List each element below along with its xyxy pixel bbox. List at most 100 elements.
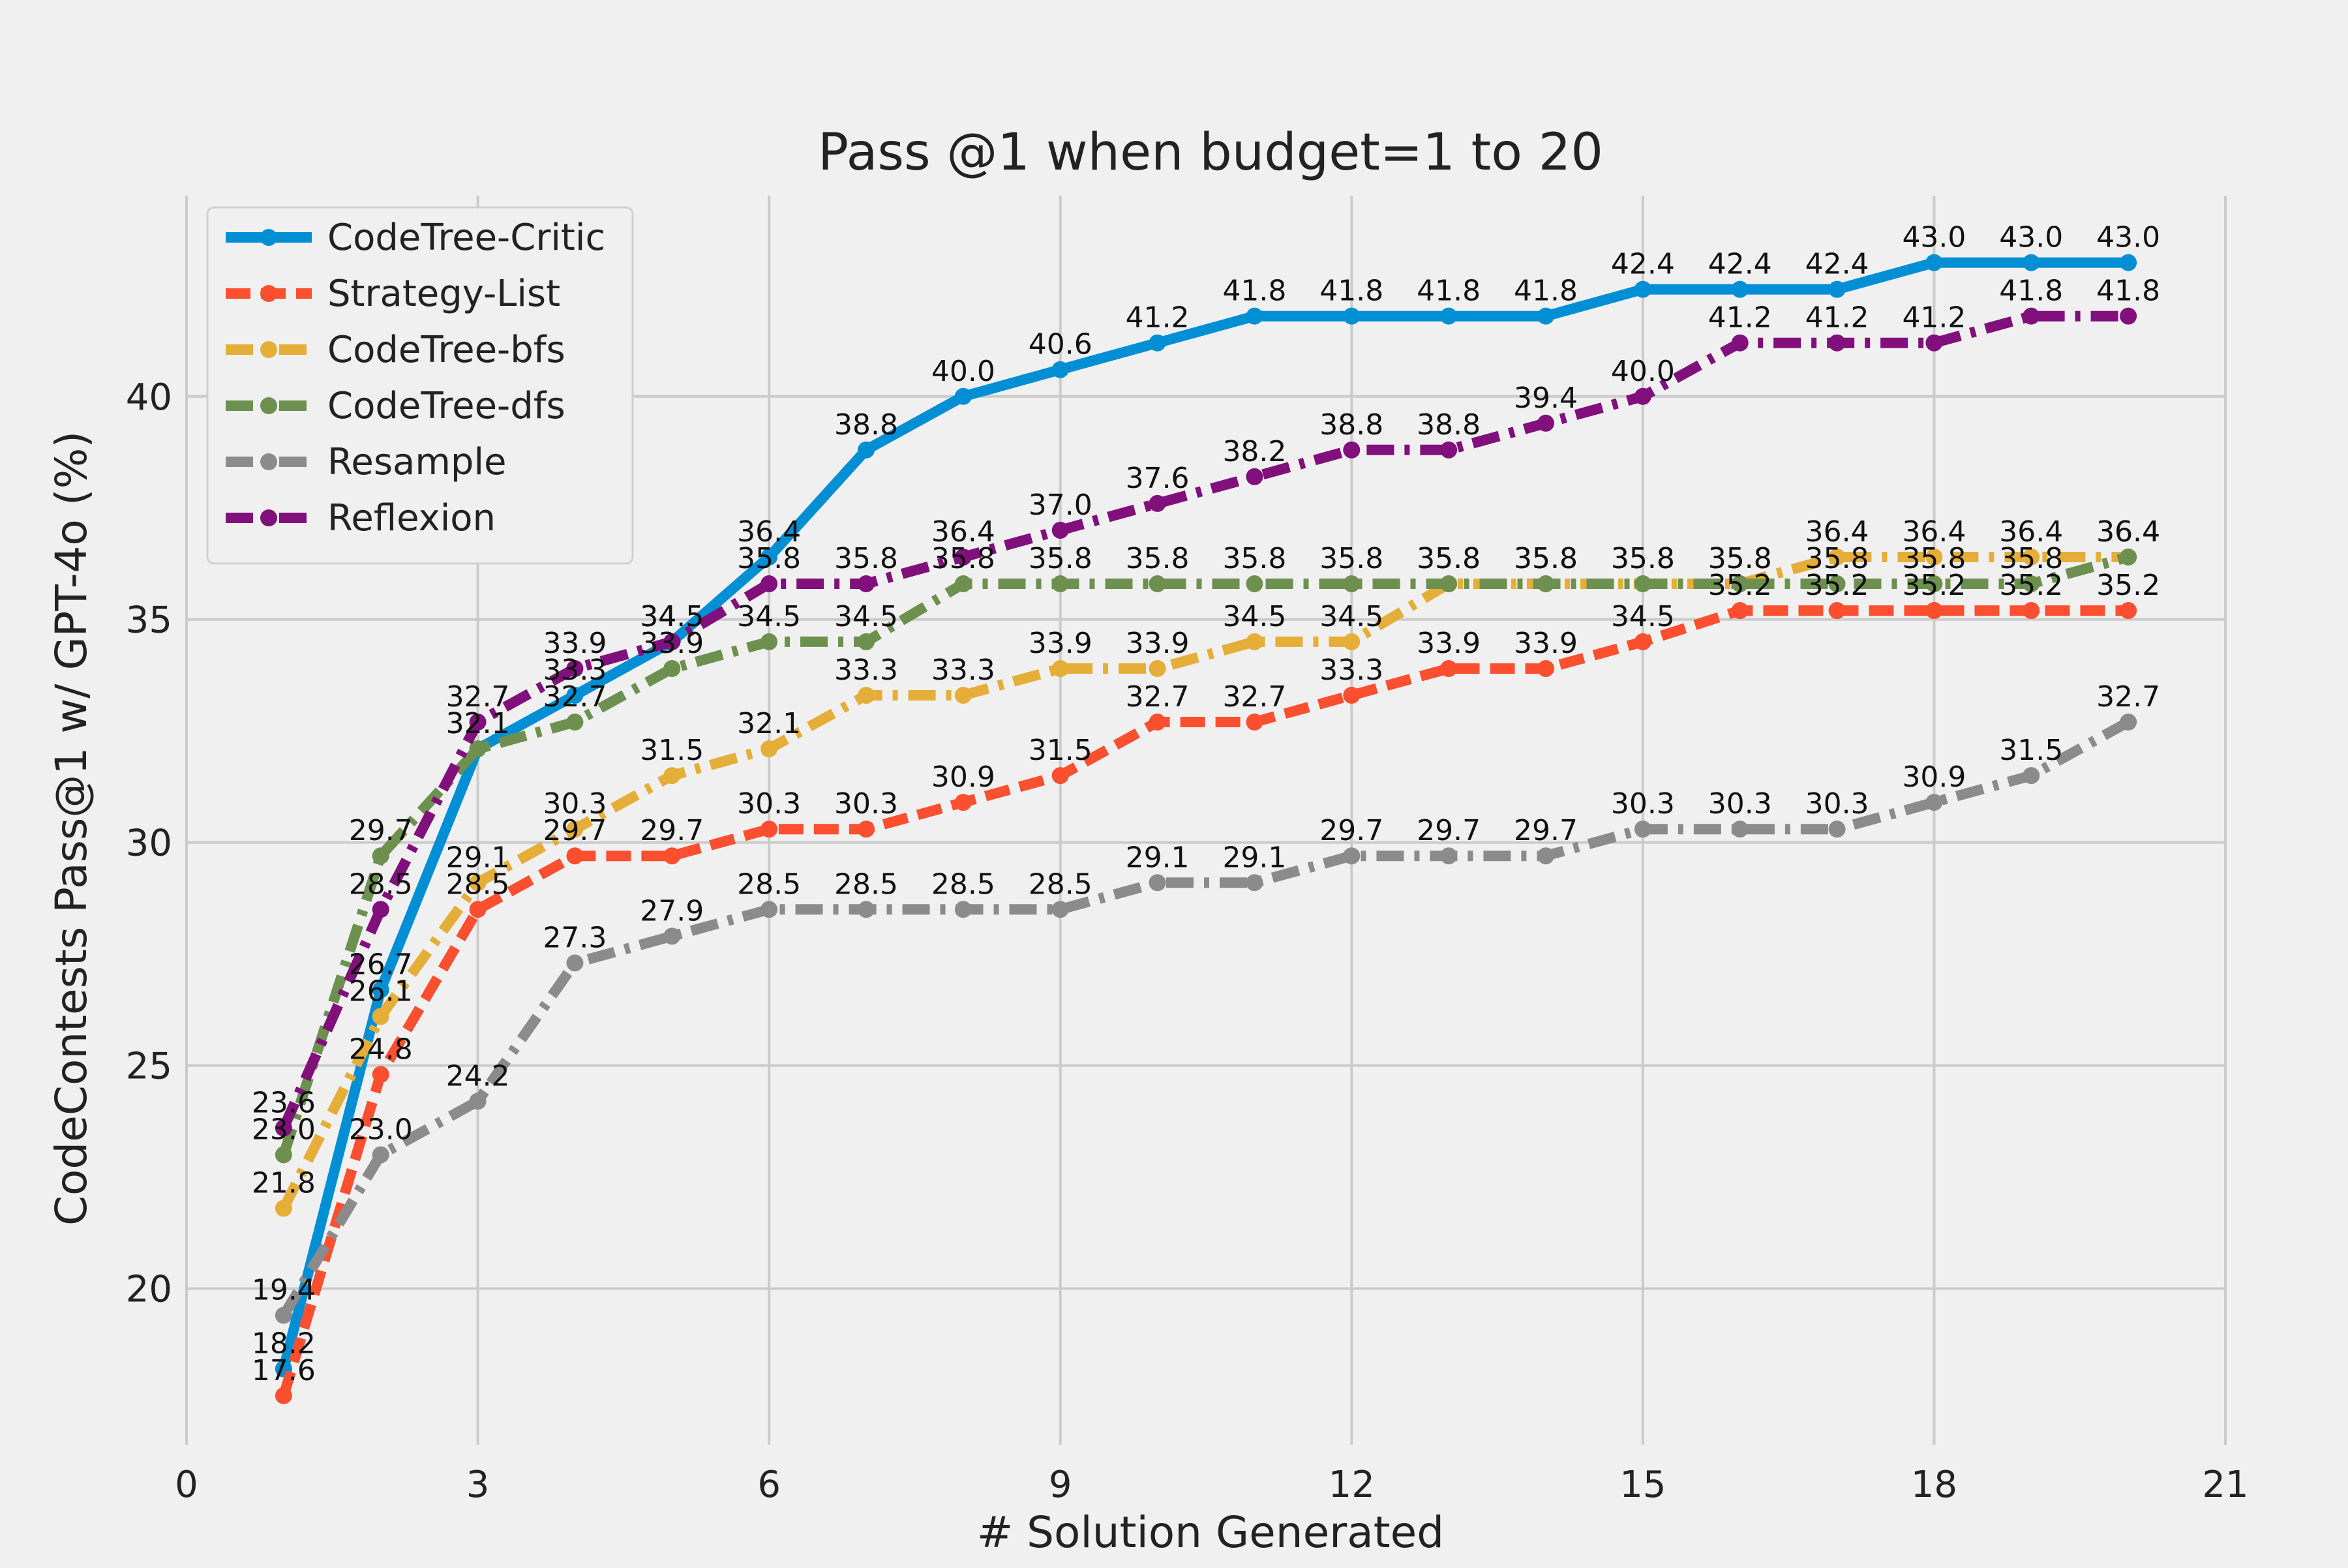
data-label: 23.6 xyxy=(252,1086,316,1119)
data-label: 31.5 xyxy=(640,734,704,767)
data-point xyxy=(1440,847,1458,865)
data-point xyxy=(858,575,875,593)
legend-marker xyxy=(260,453,277,470)
data-point xyxy=(858,901,875,918)
data-point xyxy=(1149,659,1166,677)
data-point xyxy=(1149,334,1166,352)
data-point xyxy=(1149,494,1166,512)
data-point xyxy=(566,954,584,972)
data-label: 32.1 xyxy=(446,707,510,740)
data-label: 28.5 xyxy=(349,867,413,901)
data-point xyxy=(1828,280,1846,298)
legend-marker xyxy=(260,341,277,358)
data-point xyxy=(2120,548,2137,565)
data-point xyxy=(954,687,972,704)
data-point xyxy=(760,548,778,565)
data-point xyxy=(1343,633,1361,650)
data-label: 35.8 xyxy=(1417,542,1481,575)
data-label: 35.2 xyxy=(1708,569,1772,602)
data-point xyxy=(1731,602,1749,620)
data-point xyxy=(1149,575,1166,593)
data-point xyxy=(1537,307,1554,325)
data-label: 41.2 xyxy=(1902,301,1966,335)
data-point xyxy=(1343,847,1361,865)
data-label: 33.3 xyxy=(834,654,898,687)
data-point xyxy=(1537,847,1554,865)
data-label: 38.2 xyxy=(1222,435,1286,468)
data-point xyxy=(1343,687,1361,704)
data-point xyxy=(1537,575,1554,593)
series-line xyxy=(278,257,2129,1370)
data-point xyxy=(275,1306,292,1324)
data-point xyxy=(469,1093,487,1110)
data-point xyxy=(1246,575,1263,593)
x-axis-label: # Solution Generated xyxy=(977,1507,1444,1558)
data-label: 29.7 xyxy=(1514,814,1578,847)
data-point xyxy=(275,1119,292,1137)
data-label: 31.5 xyxy=(1999,734,2063,767)
data-point xyxy=(2120,714,2137,731)
data-label: 29.1 xyxy=(1126,841,1190,874)
data-point xyxy=(1634,387,1651,405)
data-label: 36.4 xyxy=(1902,515,1966,549)
data-point xyxy=(2023,575,2040,593)
data-point xyxy=(954,387,972,405)
legend-marker xyxy=(260,229,277,246)
data-label: 35.2 xyxy=(2096,569,2160,602)
data-label: 33.9 xyxy=(1417,627,1481,660)
data-label: 35.8 xyxy=(1611,542,1675,575)
data-label: 42.4 xyxy=(1611,248,1675,281)
data-label: 41.8 xyxy=(1319,275,1383,308)
data-label: 24.2 xyxy=(446,1059,510,1093)
data-point xyxy=(663,927,681,945)
legend-label: CodeTree-dfs xyxy=(327,385,565,427)
data-point xyxy=(1731,280,1749,298)
data-point xyxy=(1051,361,1069,378)
data-point xyxy=(566,847,584,865)
data-label: 35.2 xyxy=(1805,569,1869,602)
data-point xyxy=(760,740,778,758)
data-label: 40.0 xyxy=(1611,355,1675,388)
data-label: 39.4 xyxy=(1514,382,1578,415)
data-point xyxy=(469,740,487,758)
grid xyxy=(185,196,2227,1445)
data-label: 41.2 xyxy=(1126,301,1190,335)
data-point xyxy=(760,633,778,650)
legend-box xyxy=(206,206,634,565)
data-label: 34.5 xyxy=(737,600,801,633)
series-group xyxy=(275,254,2137,1404)
data-point xyxy=(1051,521,1069,539)
data-point xyxy=(1828,575,1846,593)
data-point xyxy=(663,659,681,677)
data-point xyxy=(1634,633,1651,650)
data-point xyxy=(372,1008,389,1025)
data-label: 34.5 xyxy=(1319,600,1383,633)
x-tick-label: 18 xyxy=(1911,1464,1957,1506)
data-point xyxy=(1246,468,1263,485)
data-point xyxy=(1246,874,1263,892)
data-point xyxy=(2023,307,2040,325)
data-point xyxy=(275,1387,292,1404)
data-point xyxy=(1051,575,1069,593)
data-point xyxy=(954,794,972,811)
data-point xyxy=(1925,602,1943,620)
data-point xyxy=(1149,714,1166,731)
data-point xyxy=(2023,767,2040,785)
data-label: 35.8 xyxy=(1417,542,1481,575)
data-label: 34.5 xyxy=(1222,600,1286,633)
data-label: 43.0 xyxy=(1999,221,2063,254)
series-line xyxy=(279,717,2131,1318)
data-label: 26.7 xyxy=(349,948,413,981)
data-point xyxy=(954,548,972,565)
data-label: 23.0 xyxy=(349,1113,413,1146)
data-label: 35.8 xyxy=(1805,542,1869,575)
data-label: 41.8 xyxy=(1999,275,2063,308)
data-point xyxy=(566,687,584,704)
x-tick-label: 3 xyxy=(466,1464,490,1506)
data-label: 30.3 xyxy=(543,787,607,821)
data-label: 33.9 xyxy=(1126,627,1190,660)
data-point xyxy=(275,1146,292,1164)
data-label: 29.7 xyxy=(1319,814,1383,847)
data-label: 38.8 xyxy=(1417,408,1481,442)
